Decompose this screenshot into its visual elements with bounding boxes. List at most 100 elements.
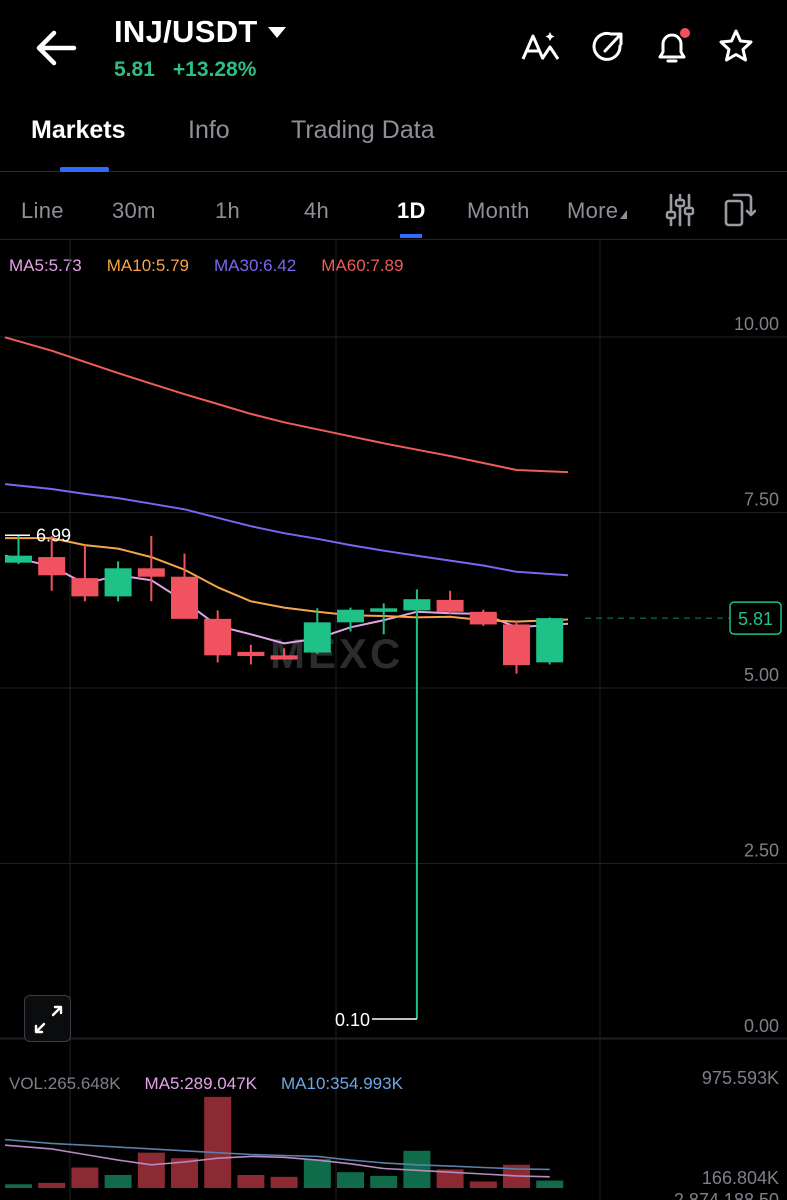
interval-1h[interactable]: 1h [215,198,241,223]
main-tabs: Markets Info Trading Data [0,100,787,172]
last-price: 5.81 [114,58,155,81]
more-triangle-icon [620,210,628,219]
bell-icon[interactable] [651,26,693,68]
volume-bar [536,1180,564,1188]
candle [270,648,298,660]
ma30-value: MA30:6.42 [214,256,297,275]
share-icon[interactable] [587,26,629,68]
volume-bar [38,1182,66,1188]
interval-line[interactable]: Line [21,198,64,223]
candle [303,608,331,654]
volume-bar [5,1184,32,1188]
volume-bar [270,1176,298,1188]
more-label: More [567,198,619,223]
y-axis-label: 2.50 [744,841,779,861]
volume-bar [337,1172,364,1188]
candle [536,617,564,665]
active-tab-indicator [60,167,109,172]
pair-selector[interactable]: INJ/USDT [114,14,286,50]
volume-bar [370,1175,398,1188]
candle-body [237,651,265,657]
interval-bar: Line 30m 1h 4h 1D Month More [0,172,787,240]
vol-value: VOL:265.648K [9,1074,121,1093]
candle [237,644,265,665]
ma60-line [4,336,569,474]
candle [204,610,232,663]
tab-markets[interactable]: Markets [31,116,126,144]
volume-ma5-line [4,1144,550,1178]
volume-bar [71,1167,99,1188]
candlestick-chart[interactable]: MEXC 6.99 0.10 5.81 975.593K 166.804K 2,874,… [0,240,787,1200]
candle [370,603,398,635]
ma5-value: MA5:5.73 [9,256,82,275]
volume-bar [137,1152,165,1188]
volume-bar [104,1174,132,1188]
rotate-screen-icon[interactable] [722,192,757,228]
candle-body [436,599,464,612]
candle [403,589,431,1019]
candle-body [71,578,99,597]
interval-1d[interactable]: 1D [397,198,426,223]
volume-bar [436,1169,464,1188]
vol-ma10-value: MA10:354.993K [281,1074,403,1093]
volume-bar [303,1159,331,1188]
ma60-value: MA60:7.89 [321,256,404,275]
indicator-settings-icon[interactable] [663,192,697,228]
top-header: INJ/USDT 5.81 +13.28% [0,0,787,100]
candle-body [370,608,398,612]
ma30-line [4,483,569,577]
candle-body [270,655,298,660]
ma10-line [5,537,569,623]
ma-legend: MA5:5.73 MA10:5.79 MA30:6.42 MA60:7.89 [9,256,403,276]
low-price-label: 0.10 [335,1010,370,1030]
volume-axis-label: 2,874,188.50 [674,1190,779,1200]
volume-axis-label: 166.804K [702,1168,779,1188]
candle-body [104,568,132,597]
volume-bar [237,1174,265,1188]
interval-month[interactable]: Month [467,198,530,223]
volume-ma10-line [4,1138,550,1171]
vol-ma5-value: MA5:289.047K [144,1074,257,1093]
caret-down-icon [267,26,286,38]
candle [171,553,198,619]
tab-trading-data[interactable]: Trading Data [291,116,435,144]
watermark-logo: MEXC [270,630,403,677]
candle-body [536,618,564,663]
candle-body [38,557,66,576]
high-price-label: 6.99 [36,525,71,545]
back-arrow-icon[interactable] [28,24,84,72]
candle-body [337,609,364,623]
y-axis-label: 5.00 [744,665,779,685]
interval-30m[interactable]: 30m [112,198,156,223]
volume-axis-label: 975.593K [702,1068,779,1088]
price-line: 5.81 +13.28% [114,58,256,82]
candle-body [403,599,431,611]
tab-info[interactable]: Info [188,116,230,144]
last-price-tag-text: 5.81 [738,609,773,629]
y-axis-label: 0.00 [744,1016,779,1036]
candle-body [469,611,497,625]
volume-bar [204,1096,232,1188]
candle [5,535,32,565]
interval-more[interactable]: More [567,198,628,224]
candle [469,609,497,626]
candle [38,536,66,591]
candle-body [303,622,331,653]
candle [137,536,165,602]
candle-body [503,624,530,666]
y-axis-label: 10.00 [734,314,779,334]
y-axis-label: 7.50 [744,490,779,510]
volume-bar [469,1181,497,1188]
candle [71,545,99,602]
star-icon[interactable] [715,26,757,68]
last-price-tag [729,601,782,635]
interval-4h[interactable]: 4h [304,198,330,223]
candle-body [171,576,198,619]
expand-chart-icon[interactable] [24,995,71,1042]
active-interval-indicator [400,234,422,238]
pair-name: INJ/USDT [114,14,258,49]
price-change: +13.28% [172,58,257,81]
text-size-icon[interactable] [518,26,560,68]
candle [104,561,132,602]
candle [337,607,364,632]
